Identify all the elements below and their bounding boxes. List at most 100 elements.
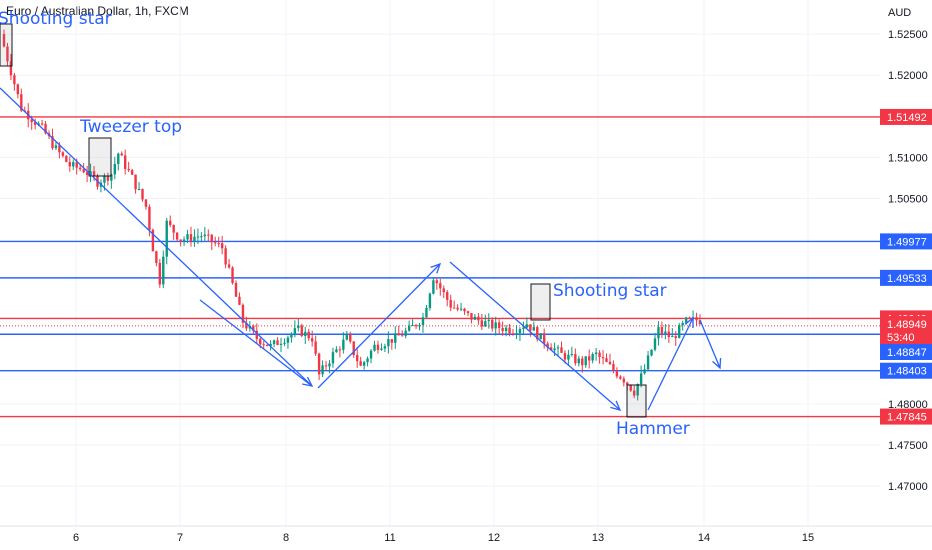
y-tick-label: 1.52000 [888,70,928,82]
candle-body [220,243,224,249]
candle-body [203,234,207,237]
x-tick-label: 12 [488,532,500,544]
candle-body [449,299,452,308]
candle-body [20,94,23,111]
x-tick-label: 13 [592,532,604,544]
candle-body [574,354,577,364]
price-label-box [880,362,932,379]
candle-body [491,319,494,329]
price-label-box [880,269,932,286]
candle-body [123,155,127,169]
candle-body [563,352,567,360]
price-label: 53:40 [887,332,915,344]
candle-body [466,311,470,313]
candle-body [317,353,321,375]
candle-body [619,376,622,379]
pattern-label: Shooting star [553,281,667,301]
candle-body [529,324,532,331]
candle-body [452,307,456,309]
candle-body [227,264,231,268]
x-tick-label: 6 [73,532,79,544]
candle-body [397,333,400,336]
candle-body [636,384,639,396]
candle-body [362,362,366,366]
candle-body [355,355,359,362]
candle-body [65,155,68,162]
candle-body [681,322,684,326]
candle-body [331,352,335,364]
candle-body [106,175,110,181]
candle-body [456,307,459,310]
trend-drawings: Shooting star Tweezer top Shooting star Ham… [0,9,722,439]
candle-body [297,325,300,329]
candle-body [484,321,487,327]
candle-body [587,356,591,361]
candle-body [359,361,362,366]
candle-body [684,317,688,323]
candle-body [158,262,162,285]
candle-body [591,354,594,361]
candle-body [414,325,418,327]
time-axis: 6 7 8 11 12 13 14 15 [73,532,814,544]
price-label: 1.47845 [887,412,927,424]
candle-body [85,172,89,176]
candle-body [141,189,144,200]
pattern-box [88,137,112,177]
candle-body [338,349,342,351]
candle-body [518,329,522,334]
candle-body [369,350,373,359]
price-label: 1.48403 [887,366,927,378]
y-tick-label: 1.51000 [888,152,928,164]
candle-body [480,320,484,327]
candle-body [224,248,227,265]
candle-body [567,354,570,360]
candle-body [497,322,501,328]
candle-body [660,327,664,334]
candle-body [674,336,677,338]
candle-body [643,369,646,374]
candle-body [622,378,626,383]
candle-body [335,349,338,353]
candle-body [310,338,314,342]
candle-body [653,338,657,350]
price-label-box [880,233,932,250]
grid [0,0,880,526]
candle-body [601,357,605,359]
candle-body [314,341,317,354]
candle-body [487,319,490,322]
candle-body [241,304,245,323]
candle-body [556,347,560,349]
trend-line [0,87,313,387]
arrow-head [684,316,694,329]
candle-body [290,334,293,338]
y-tick-label: 1.50500 [888,193,928,205]
candle-body [383,346,387,349]
candle-body [61,152,65,156]
price-label: 1.49533 [887,273,927,285]
candle-body [678,325,681,338]
x-tick-label: 14 [698,532,710,544]
price-label-box [880,408,932,425]
pattern-box [0,23,13,67]
candle-body [234,282,238,297]
candle-body [570,354,574,356]
candle-body [92,171,96,177]
candle-body [169,220,172,226]
candle-body [639,373,643,385]
candle-body [272,340,276,344]
currency-label: AUD [888,7,911,19]
candle-body [30,119,33,123]
candle-body [432,280,435,294]
candle-body [366,358,369,363]
candle-body [421,317,425,326]
candle-body [9,61,13,76]
candle-body [633,390,636,396]
candle-body [698,320,702,325]
candle-body [6,46,9,62]
candle-body [293,328,297,335]
candle-body [650,349,653,356]
candle-body [276,340,279,345]
candle-body [477,316,480,321]
candle-body [89,171,92,176]
